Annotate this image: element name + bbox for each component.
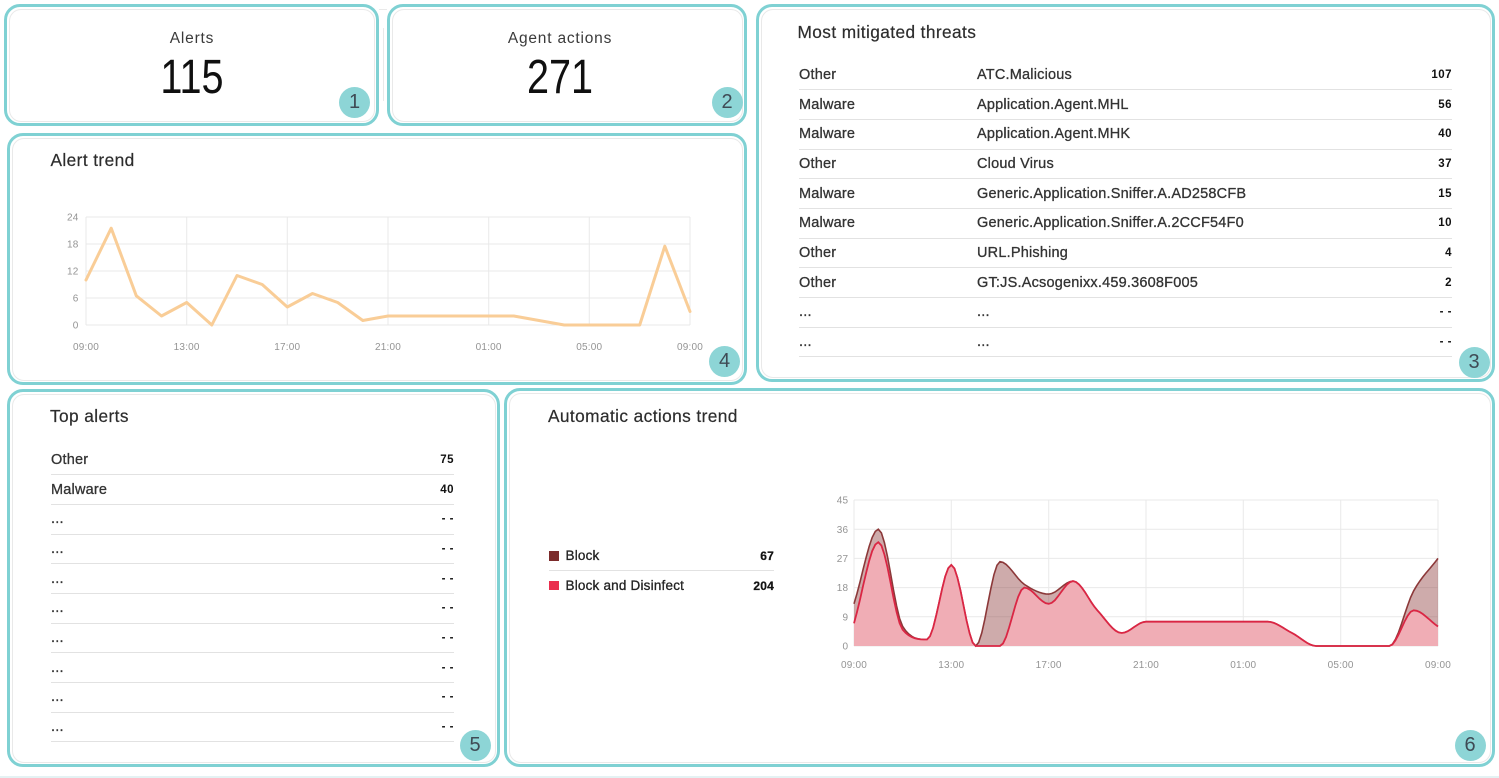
svg-text:45: 45: [837, 496, 849, 507]
svg-text:18: 18: [67, 240, 79, 251]
svg-text:05:00: 05:00: [576, 342, 602, 353]
svg-text:6: 6: [73, 294, 79, 305]
svg-text:12: 12: [67, 267, 79, 278]
svg-text:9: 9: [843, 612, 849, 623]
svg-text:24: 24: [67, 213, 79, 224]
svg-text:09:00: 09:00: [841, 660, 867, 671]
svg-text:27: 27: [837, 554, 849, 565]
svg-text:09:00: 09:00: [1425, 660, 1451, 671]
svg-text:21:00: 21:00: [375, 342, 401, 353]
svg-text:18: 18: [837, 583, 849, 594]
svg-text:01:00: 01:00: [476, 342, 502, 353]
svg-text:17:00: 17:00: [1036, 660, 1062, 671]
svg-text:21:00: 21:00: [1133, 660, 1159, 671]
svg-text:13:00: 13:00: [174, 342, 200, 353]
svg-text:13:00: 13:00: [938, 660, 964, 671]
svg-text:0: 0: [73, 321, 79, 332]
svg-text:09:00: 09:00: [677, 342, 703, 353]
svg-text:36: 36: [837, 525, 849, 536]
svg-text:17:00: 17:00: [274, 342, 300, 353]
svg-text:01:00: 01:00: [1230, 660, 1256, 671]
svg-text:0: 0: [843, 642, 849, 653]
svg-text:05:00: 05:00: [1328, 660, 1354, 671]
svg-text:09:00: 09:00: [73, 342, 99, 353]
